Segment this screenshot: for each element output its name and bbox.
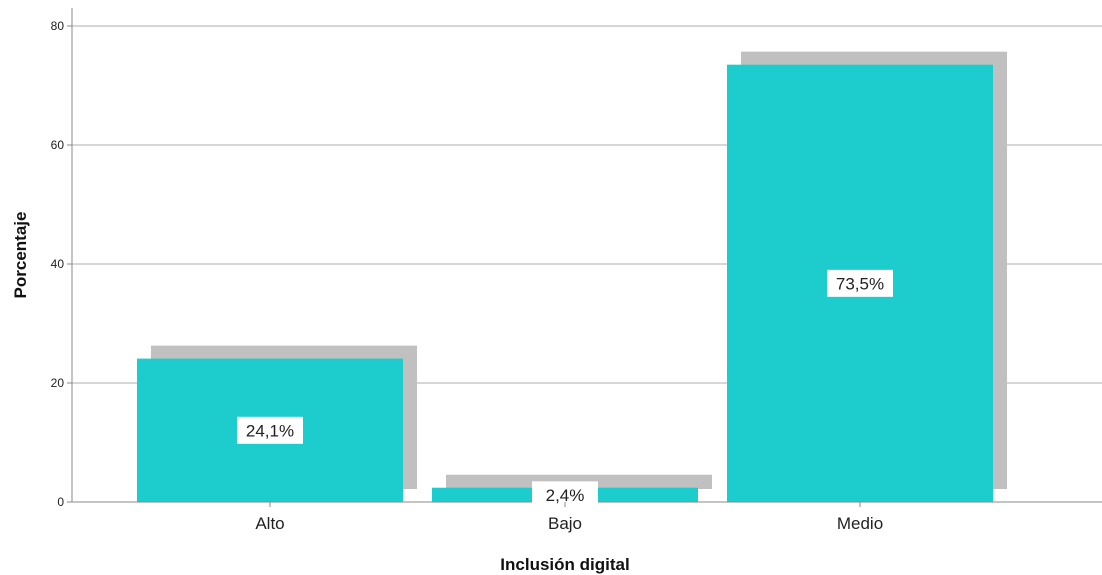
y-axis-title: Porcentaje: [11, 212, 30, 299]
x-category-label: Alto: [255, 514, 284, 533]
y-tick-label: 80: [51, 19, 65, 33]
data-label-text: 24,1%: [246, 421, 294, 440]
y-tick-label: 0: [57, 495, 64, 509]
x-axis-categories: Alto Bajo Medio: [255, 502, 883, 533]
y-tick-label: 60: [51, 138, 65, 152]
data-label-text: 73,5%: [836, 274, 884, 293]
x-axis-title: Inclusión digital: [500, 555, 629, 574]
data-label: 73,5%: [827, 269, 893, 297]
x-category-label: Medio: [837, 514, 883, 533]
data-label-box: [827, 269, 893, 297]
data-label-text: 2,4%: [546, 486, 585, 505]
y-tick-label: 20: [51, 376, 65, 390]
y-axis-ticks: 0 20 40 60 80: [51, 19, 72, 509]
data-labels: 24,1% 2,4% 73,5%: [237, 269, 893, 509]
data-label-box: [237, 416, 303, 444]
y-tick-label: 40: [51, 257, 65, 271]
x-category-label: Bajo: [548, 514, 582, 533]
data-label: 24,1%: [237, 416, 303, 444]
